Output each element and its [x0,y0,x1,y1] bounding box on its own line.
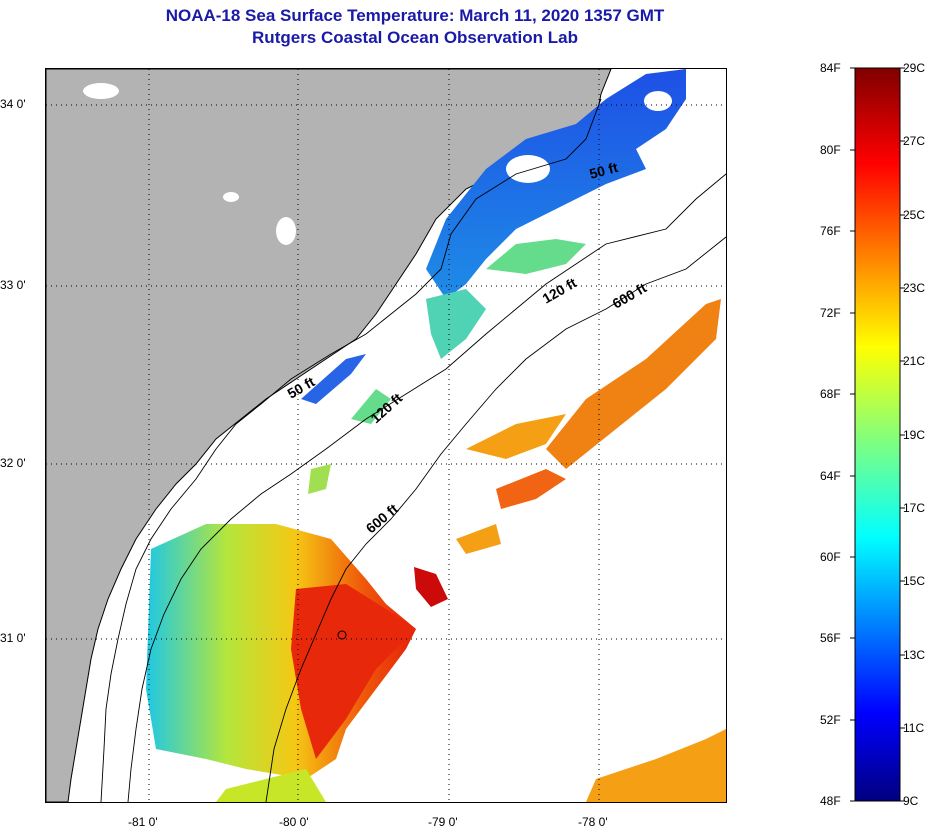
contour-50ft [100,98,602,802]
colorbar-f-label: 76F [820,224,841,238]
marker [337,630,347,640]
map-title: NOAA-18 Sea Surface Temperature: March 1… [165,6,665,25]
colorbar-ticks [850,67,905,802]
sst-map-canvas: 50 ft 50 ft 120 ft 120 ft 600 ft 600 ft [46,69,726,802]
sst-patch-red [291,584,416,759]
contour-label-600ft-north: 600 ft [610,279,650,311]
lat-label-32: 32 0' [0,456,26,470]
sst-patch-small [301,354,366,404]
sst-hole [644,91,672,111]
contour-label-600ft-south: 600 ft [363,500,402,536]
contour-120ft [127,173,726,802]
sst-patch-redspot [414,567,448,607]
map-subtitle: Rutgers Coastal Ocean Observation Lab [252,28,578,47]
temperature-colorbar [850,67,905,802]
sst-patch-north [426,69,686,299]
lake [83,83,119,99]
lon-label-80: -80 0' [279,815,309,829]
colorbar-gradient [854,67,901,802]
lon-label-79: -79 0' [428,815,458,829]
colorbar-c-label: 27C [903,134,926,148]
lon-label-81: -81 0' [128,815,158,829]
sst-patch-mid [426,289,486,359]
lat-label-34: 34 0' [0,97,26,111]
sst-patch-offshore [586,729,726,802]
lake [276,217,296,245]
lat-label-31: 31 0' [0,631,26,645]
sst-patch-offshore [216,769,326,802]
sst-patch-north-green [486,239,586,274]
colorbar-f-label: 52F [820,713,841,727]
sst-patch-offshore [466,414,566,459]
colorbar-c-label: 29C [903,61,926,75]
colorbar-c-label: 23C [903,281,926,295]
colorbar-c-label: 9C [903,794,919,808]
sst-patch-offshore [496,469,566,509]
colorbar-f-label: 48F [820,794,841,808]
colorbar-f-label: 60F [820,550,841,564]
colorbar-c-label: 15C [903,574,926,588]
colorbar-c-label: 25C [903,208,926,222]
colorbar-c-label: 19C [903,428,926,442]
colorbar-f-label: 84F [820,61,841,75]
sst-patch-offshore [546,299,721,469]
colorbar-c-label: 13C [903,648,926,662]
graticule [46,69,726,802]
lake [223,192,239,202]
lon-label-78: -78 0' [578,815,608,829]
colorbar-c-label: 17C [903,501,926,515]
bathymetry-contours [100,98,726,802]
colorbar-f-label: 64F [820,469,841,483]
contour-label-120ft-north: 120 ft [540,274,580,306]
sst-hole [506,155,550,183]
colorbar-f-label: 72F [820,306,841,320]
colorbar-c-label: 11C [903,721,925,735]
sst-map: 50 ft 50 ft 120 ft 120 ft 600 ft 600 ft [45,68,727,803]
contour-600ft [265,236,726,802]
colorbar-f-label: 56F [820,631,841,645]
sst-patch-offshore [456,524,501,554]
contour-label-50ft-north: 50 ft [588,159,620,182]
colorbar-f-label: 68F [820,387,841,401]
colorbar-f-label: 80F [820,143,841,157]
lat-label-33: 33 0' [0,278,26,292]
sst-patch-small [308,464,331,494]
sst-patch-small [351,389,391,424]
colorbar-c-label: 21C [903,354,926,368]
